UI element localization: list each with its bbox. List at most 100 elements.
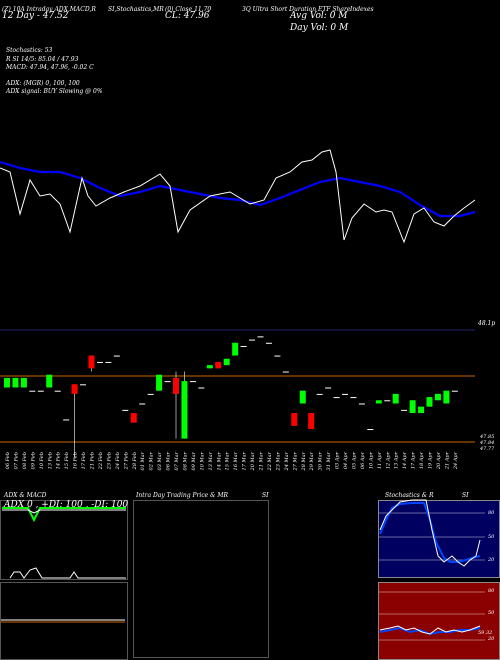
stoch-panel-title: Stochastics & R [385,492,434,499]
candle [392,393,399,404]
candle-body [122,409,129,411]
rsi-panel [378,582,500,660]
x-tick-label: 07 Feb [13,452,19,469]
candle-body [80,384,87,386]
candle-body [232,342,239,356]
candle [291,413,298,426]
candle [88,355,95,372]
x-tick-label: 29 Mar [309,451,315,471]
x-tick-label: 10 Mar [199,451,205,470]
x-tick-label: 22 Feb [98,452,104,470]
price-label-2: 47.84 [480,440,495,446]
x-tick-label: 09 Feb [30,452,36,469]
candle [249,339,256,341]
indicator-lines [0,149,476,244]
candle-body [342,393,348,395]
candle-body [434,393,441,401]
header-day-vol: Day Vol: 0 M [290,23,349,33]
price-top-label: 48.1p [478,320,496,327]
price-label-3: 47.77 [480,446,495,452]
x-tick-label: 15 Mar [225,451,231,470]
candle-body [54,390,61,392]
candle [37,390,44,392]
candle-body [139,403,146,405]
candle [232,342,239,356]
x-tick-label: 21 Feb [90,452,96,470]
x-tick-label: 11 Apr [377,451,383,469]
x-axis: 06 Feb 07 Feb 08 Feb 09 Feb 10 Feb 13 Feb 14 F… [5,451,459,471]
stoch-readout: Stochastics: 53 [6,47,53,54]
x-tick-label: 17 Feb [81,452,87,469]
candle [71,384,78,458]
candle [215,361,222,369]
stoch-level-20: 20 [488,557,495,563]
candle [426,397,433,407]
candle [20,377,27,388]
candle [265,342,272,344]
candle [139,403,146,405]
candle [206,365,213,369]
candle [147,393,154,395]
main-chart: 06 Feb 07 Feb 08 Feb 09 Feb 10 Feb 13 Feb 14 F… [0,149,476,471]
x-tick-label: 14 Apr [402,451,408,469]
x-tick-label: 28 Mar [301,451,307,471]
x-tick-label: 13 Feb [47,452,53,469]
x-tick-label: 05 Apr [351,451,357,469]
adx-panel-title: ADX & MACD [4,492,47,499]
stoch-level-80: 80 [488,510,495,516]
candle [198,387,205,389]
candle [54,390,61,392]
candle-body [325,387,332,389]
candle [240,345,247,347]
candle [122,409,129,411]
stoch-level-50: 50 [488,534,495,540]
candle [325,387,332,389]
candle [282,371,289,373]
header-close: CL: 47.96 [165,11,210,21]
candle-body [4,377,10,388]
candle-body [375,400,382,404]
x-tick-label: 03 Mar [157,451,163,470]
x-tick-label: 15 Feb [64,452,70,469]
candle-body [46,374,53,388]
candle [367,429,374,431]
price-label-1: 47.85 [480,434,495,440]
header-indicators: SI,Stochastics,MR [108,6,164,13]
candle [4,377,10,388]
candle [113,355,120,357]
x-tick-label: 30 Mar [318,451,324,470]
candle-body [105,361,112,363]
header-close-label: (0) Close 11.70 [165,6,212,13]
candle [80,384,87,386]
candle-body [147,393,154,395]
x-tick-label: 24 Feb [115,452,121,470]
candle-body [316,393,323,395]
intraday-panel-title: Intra Day Trading Price & MR [136,492,229,499]
candle-body [443,390,450,404]
candle [299,390,306,404]
candle-body [384,400,391,402]
candle-body [401,409,408,411]
candle-body [63,419,70,421]
candle-body [173,377,179,394]
x-tick-label: 20 Apr [436,451,442,470]
x-tick-label: 08 Mar [182,451,188,470]
rsi-level-80: 80 [488,588,495,594]
candle [333,397,340,399]
rsi-value: 59.32 [478,630,493,636]
x-tick-label: 10 Feb [39,452,45,469]
macd-white-bumps [9,567,126,579]
oscillator-blue-line [0,160,476,218]
adx-white-line [2,509,126,514]
candle [130,413,137,423]
stoch-white-line [379,499,481,567]
candles [4,336,458,458]
x-tick-label: 10 Apr [368,451,374,469]
candle-body [20,377,27,388]
candle [29,390,36,392]
candle [12,377,19,388]
candle [173,371,179,439]
candle-body [308,413,315,430]
